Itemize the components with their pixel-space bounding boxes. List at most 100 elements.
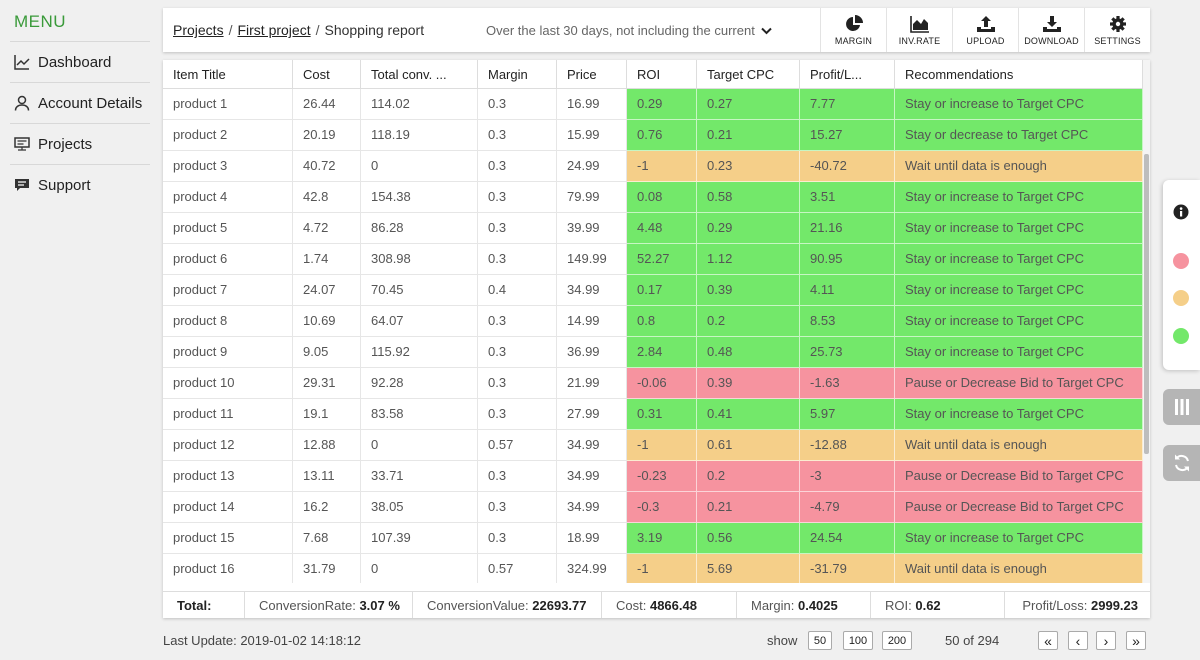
- menu-item-projects[interactable]: Projects: [10, 123, 150, 164]
- menu-item-label: Account Details: [38, 94, 143, 112]
- legend-green-dot[interactable]: [1173, 328, 1189, 344]
- cell-target-cpc: 0.61: [697, 430, 800, 461]
- upload-button[interactable]: UPLOAD: [952, 8, 1018, 52]
- settings-button[interactable]: SETTINGS: [1084, 8, 1150, 52]
- page-size-200-button[interactable]: 200: [882, 631, 912, 650]
- cell-cost: 9.05: [293, 337, 361, 368]
- cell-total-conv: 0: [361, 554, 478, 583]
- toolbar: MARGIN INV.RATE UPLOAD DOWNLOAD SETTINGS: [820, 8, 1150, 52]
- cell-recommendation: Stay or increase to Target CPC: [895, 399, 1143, 430]
- cell-item-title: product 11: [163, 399, 293, 430]
- column-header-total-conv[interactable]: Total conv. ...: [361, 60, 478, 89]
- cell-cost: 24.07: [293, 275, 361, 306]
- menu-item-support[interactable]: Support: [10, 164, 150, 205]
- cell-item-title: product 15: [163, 523, 293, 554]
- cell-cost: 29.31: [293, 368, 361, 399]
- table-row[interactable]: product 11 19.1 83.58 0.3 27.99 0.31 0.41 5.97 S…: [163, 399, 1143, 430]
- cell-total-conv: 86.28: [361, 213, 478, 244]
- cell-margin: 0.3: [478, 523, 557, 554]
- table-row[interactable]: product 12 12.88 0 0.57 34.99 -1 0.61 -12.88 Wai…: [163, 430, 1143, 461]
- cell-margin: 0.3: [478, 182, 557, 213]
- table-row[interactable]: product 16 31.79 0 0.57 324.99 -1 5.69 -31.79 Wa…: [163, 554, 1143, 583]
- menu-item-account-details[interactable]: Account Details: [10, 82, 150, 123]
- cell-profit-loss: 4.11: [800, 275, 895, 306]
- table-row[interactable]: product 8 10.69 64.07 0.3 14.99 0.8 0.2 8.53 Sta…: [163, 306, 1143, 337]
- previous-page-button[interactable]: ‹: [1068, 631, 1088, 650]
- cell-recommendation: Wait until data is enough: [895, 554, 1143, 583]
- total-label: ROI:: [885, 598, 912, 613]
- table-row[interactable]: product 15 7.68 107.39 0.3 18.99 3.19 0.56 24.5…: [163, 523, 1143, 554]
- cell-profit-loss: 3.51: [800, 182, 895, 213]
- column-header-margin[interactable]: Margin: [478, 60, 557, 89]
- cell-profit-loss: 7.77: [800, 89, 895, 120]
- table-row[interactable]: product 14 16.2 38.05 0.3 34.99 -0.3 0.21 -4.79…: [163, 492, 1143, 523]
- column-header-recommendations[interactable]: Recommendations: [895, 60, 1143, 89]
- cell-cost: 40.72: [293, 151, 361, 182]
- table-row[interactable]: product 7 24.07 70.45 0.4 34.99 0.17 0.39 4.11 S…: [163, 275, 1143, 306]
- menu-item-dashboard[interactable]: Dashboard: [10, 41, 150, 82]
- cell-profit-loss: -3: [800, 461, 895, 492]
- scrollbar-thumb[interactable]: [1144, 154, 1149, 454]
- margin-button[interactable]: MARGIN: [820, 8, 886, 52]
- total-label: Profit/Loss:: [1022, 598, 1088, 613]
- period-label: Over the last 30 days, not including the…: [486, 23, 755, 38]
- total-value: 4866.48: [649, 598, 697, 613]
- last-page-button[interactable]: »: [1126, 631, 1146, 650]
- page-size-50-button[interactable]: 50: [808, 631, 832, 650]
- cell-profit-loss: 8.53: [800, 306, 895, 337]
- table-row[interactable]: product 3 40.72 0 0.3 24.99 -1 0.23 -40.72 Wait …: [163, 151, 1143, 182]
- total-conversion-rate: ConversionRate: 3.07 %: [245, 592, 413, 618]
- cell-target-cpc: 0.48: [697, 337, 800, 368]
- columns-button[interactable]: [1163, 389, 1200, 425]
- next-page-button[interactable]: ›: [1096, 631, 1116, 650]
- legend-red-dot[interactable]: [1173, 253, 1189, 269]
- cell-recommendation: Stay or decrease to Target CPC: [895, 120, 1143, 151]
- column-header-profit-loss[interactable]: Profit/L...: [800, 60, 895, 89]
- info-icon[interactable]: [1173, 204, 1189, 220]
- breadcrumb-current: Shopping report: [324, 22, 425, 38]
- cell-profit-loss: -40.72: [800, 151, 895, 182]
- first-page-button[interactable]: «: [1038, 631, 1058, 650]
- table-row[interactable]: product 2 20.19 118.19 0.3 15.99 0.76 0.21 15.2…: [163, 120, 1143, 151]
- table-row[interactable]: product 9 9.05 115.92 0.3 36.99 2.84 0.48 25.73…: [163, 337, 1143, 368]
- cell-total-conv: 33.71: [361, 461, 478, 492]
- table-row[interactable]: product 10 29.31 92.28 0.3 21.99 -0.06 0.39 -1.…: [163, 368, 1143, 399]
- cell-recommendation: Stay or increase to Target CPC: [895, 89, 1143, 120]
- column-header-roi[interactable]: ROI: [627, 60, 697, 89]
- cell-margin: 0.3: [478, 306, 557, 337]
- table-row[interactable]: product 1 26.44 114.02 0.3 16.99 0.29 0.27 7.77…: [163, 89, 1143, 120]
- refresh-button[interactable]: [1163, 445, 1200, 481]
- cell-price: 18.99: [557, 523, 627, 554]
- cell-target-cpc: 0.56: [697, 523, 800, 554]
- table-row[interactable]: product 4 42.8 154.38 0.3 79.99 0.08 0.58 3.51 S…: [163, 182, 1143, 213]
- cell-recommendation: Pause or Decrease Bid to Target CPC: [895, 461, 1143, 492]
- inv-rate-button[interactable]: INV.RATE: [886, 8, 952, 52]
- table-row[interactable]: product 13 13.11 33.71 0.3 34.99 -0.23 0.2 -3 Pa…: [163, 461, 1143, 492]
- download-icon: [1042, 15, 1061, 32]
- legend-orange-dot[interactable]: [1173, 290, 1189, 306]
- breadcrumb-first-project[interactable]: First project: [237, 22, 311, 38]
- cell-total-conv: 92.28: [361, 368, 478, 399]
- column-header-cost[interactable]: Cost: [293, 60, 361, 89]
- cell-recommendation: Stay or increase to Target CPC: [895, 275, 1143, 306]
- report-table: Item Title Cost Total conv. ... Margin P…: [163, 60, 1150, 618]
- total-profit-loss: Profit/Loss: 2999.23: [1005, 592, 1150, 618]
- cell-cost: 26.44: [293, 89, 361, 120]
- upload-icon: [976, 15, 995, 32]
- column-header-price[interactable]: Price: [557, 60, 627, 89]
- breadcrumb-projects[interactable]: Projects: [173, 22, 224, 38]
- table-scrollbar[interactable]: [1143, 60, 1150, 583]
- cell-profit-loss: -31.79: [800, 554, 895, 583]
- page-size-100-button[interactable]: 100: [843, 631, 873, 650]
- table-row[interactable]: product 6 1.74 308.98 0.3 149.99 52.27 1.12 90.…: [163, 244, 1143, 275]
- cell-target-cpc: 0.39: [697, 275, 800, 306]
- download-button[interactable]: DOWNLOAD: [1018, 8, 1084, 52]
- column-header-target-cpc[interactable]: Target CPC: [697, 60, 800, 89]
- table-row[interactable]: product 5 4.72 86.28 0.3 39.99 4.48 0.29 21.16 S…: [163, 213, 1143, 244]
- cell-item-title: product 2: [163, 120, 293, 151]
- cell-margin: 0.3: [478, 244, 557, 275]
- column-header-item-title[interactable]: Item Title: [163, 60, 293, 89]
- period-dropdown[interactable]: Over the last 30 days, not including the…: [486, 23, 772, 38]
- total-margin: Margin: 0.4025: [737, 592, 871, 618]
- cell-total-conv: 118.19: [361, 120, 478, 151]
